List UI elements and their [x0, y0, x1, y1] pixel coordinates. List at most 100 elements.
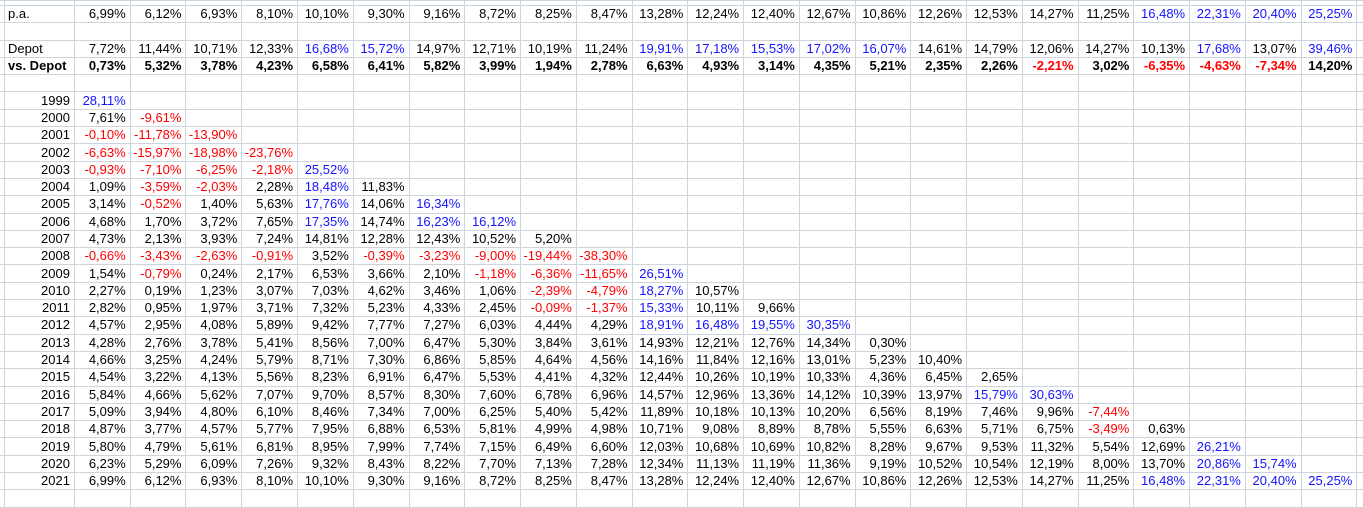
empty-cell[interactable] — [575, 22, 633, 41]
value-cell[interactable]: 10,71% — [185, 39, 243, 58]
value-cell[interactable]: -2,03% — [185, 177, 243, 197]
value-cell[interactable]: 4,66% — [73, 350, 131, 370]
empty-cell[interactable] — [743, 212, 800, 231]
value-cell[interactable]: 6,47% — [408, 368, 466, 387]
empty-cell[interactable] — [1133, 143, 1191, 162]
empty-cell[interactable] — [854, 126, 912, 145]
empty-cell[interactable] — [966, 281, 1023, 301]
value-cell[interactable]: 18,91% — [631, 316, 689, 335]
empty-cell[interactable] — [687, 177, 745, 197]
empty-cell[interactable] — [1189, 229, 1246, 249]
empty-cell[interactable] — [1021, 74, 1079, 93]
value-cell[interactable]: 0,24% — [185, 264, 243, 283]
empty-cell[interactable] — [910, 177, 968, 197]
value-cell[interactable]: 12,40% — [743, 472, 800, 491]
empty-cell[interactable] — [798, 74, 856, 93]
value-cell[interactable]: 1,06% — [464, 281, 522, 301]
value-cell[interactable]: 6,96% — [575, 385, 633, 404]
empty-cell[interactable] — [854, 229, 912, 249]
empty-cell[interactable] — [1077, 108, 1135, 128]
empty-cell[interactable] — [798, 264, 856, 283]
empty-cell[interactable] — [1189, 91, 1246, 110]
empty-cell[interactable] — [73, 22, 131, 41]
empty-cell[interactable] — [1077, 229, 1135, 249]
empty-cell[interactable] — [408, 91, 466, 110]
value-cell[interactable]: 12,26% — [910, 4, 968, 24]
value-cell[interactable]: 9,30% — [352, 472, 410, 491]
empty-cell[interactable] — [966, 108, 1023, 128]
value-cell[interactable]: -1,18% — [464, 264, 522, 283]
value-cell[interactable]: 13,36% — [743, 385, 800, 404]
empty-cell[interactable] — [464, 22, 522, 41]
value-cell[interactable]: 18,27% — [631, 281, 689, 301]
value-cell[interactable]: 15,53% — [743, 39, 800, 58]
value-cell[interactable]: 1,09% — [73, 177, 131, 197]
value-cell[interactable]: 8,89% — [743, 420, 800, 439]
empty-cell[interactable] — [854, 74, 912, 93]
empty-cell[interactable] — [185, 489, 243, 508]
value-cell[interactable]: 6,25% — [464, 402, 522, 422]
value-cell[interactable]: 7,24% — [241, 229, 299, 249]
empty-cell[interactable] — [1189, 333, 1246, 352]
row-label[interactable]: 2013 — [4, 333, 75, 352]
empty-cell[interactable] — [1244, 299, 1302, 318]
value-cell[interactable]: 9,53% — [966, 437, 1023, 456]
value-cell[interactable]: 1,23% — [185, 281, 243, 301]
value-cell[interactable]: 7,00% — [352, 333, 410, 352]
value-cell[interactable]: 3,94% — [129, 402, 187, 422]
empty-cell[interactable] — [1021, 264, 1079, 283]
empty-cell[interactable] — [743, 126, 800, 145]
empty-cell[interactable] — [854, 108, 912, 128]
value-cell[interactable]: 10,13% — [1133, 39, 1191, 58]
value-cell[interactable]: 5,23% — [352, 299, 410, 318]
empty-cell[interactable] — [1077, 160, 1135, 179]
empty-cell[interactable] — [910, 91, 968, 110]
value-cell[interactable]: -3,59% — [129, 177, 187, 197]
empty-cell[interactable] — [520, 160, 577, 179]
row-label[interactable]: 2002 — [4, 143, 75, 162]
value-cell[interactable]: 12,53% — [966, 472, 1023, 491]
empty-cell[interactable] — [1133, 316, 1191, 335]
empty-cell[interactable] — [910, 160, 968, 179]
value-cell[interactable]: 11,13% — [687, 454, 745, 474]
value-cell[interactable]: 10,71% — [631, 420, 689, 439]
value-cell[interactable]: 10,11% — [687, 299, 745, 318]
value-cell[interactable]: 12,33% — [241, 39, 299, 58]
value-cell[interactable]: 9,66% — [743, 299, 800, 318]
empty-cell[interactable] — [910, 74, 968, 93]
empty-cell[interactable] — [408, 143, 466, 162]
row-label[interactable]: 2008 — [4, 247, 75, 266]
value-cell[interactable]: 7,60% — [464, 385, 522, 404]
empty-cell[interactable] — [4, 22, 75, 41]
empty-cell[interactable] — [1077, 264, 1135, 283]
value-cell[interactable]: 12,67% — [798, 4, 856, 24]
value-cell[interactable]: 6,23% — [73, 454, 131, 474]
row-label[interactable]: 2001 — [4, 126, 75, 145]
value-cell[interactable]: 8,25% — [520, 4, 577, 24]
value-cell[interactable]: 8,23% — [297, 368, 354, 387]
value-cell[interactable]: -6,25% — [185, 160, 243, 179]
empty-cell[interactable] — [1021, 489, 1079, 508]
empty-cell[interactable] — [1300, 195, 1358, 214]
empty-cell[interactable] — [1021, 212, 1079, 231]
empty-cell[interactable] — [1133, 489, 1191, 508]
value-cell[interactable]: 5,42% — [575, 402, 633, 422]
value-cell[interactable]: 14,27% — [1021, 472, 1079, 491]
empty-cell[interactable] — [687, 212, 745, 231]
value-cell[interactable]: 10,40% — [910, 350, 968, 370]
row-label[interactable]: 2017 — [4, 402, 75, 422]
value-cell[interactable]: 4,36% — [854, 368, 912, 387]
empty-cell[interactable] — [352, 74, 410, 93]
empty-cell[interactable] — [687, 108, 745, 128]
value-cell[interactable]: 17,76% — [297, 195, 354, 214]
value-cell[interactable]: -3,23% — [408, 247, 466, 266]
value-cell[interactable]: 8,22% — [408, 454, 466, 474]
empty-cell[interactable] — [1021, 126, 1079, 145]
value-cell[interactable]: -11,78% — [129, 126, 187, 145]
value-cell[interactable]: -0,66% — [73, 247, 131, 266]
value-cell[interactable]: 6,58% — [297, 56, 354, 76]
value-cell[interactable]: 14,74% — [352, 212, 410, 231]
value-cell[interactable]: 9,16% — [408, 4, 466, 24]
row-label[interactable]: 2018 — [4, 420, 75, 439]
empty-cell[interactable] — [1300, 316, 1358, 335]
